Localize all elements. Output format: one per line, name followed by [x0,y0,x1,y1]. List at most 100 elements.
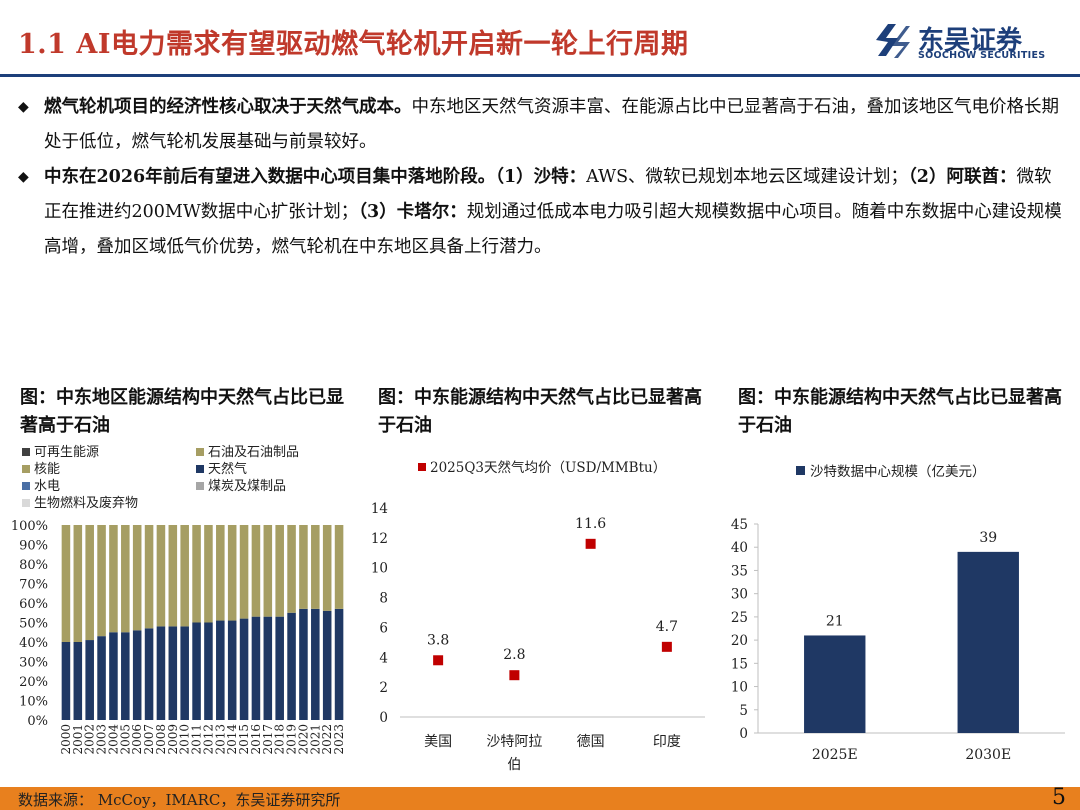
bar-natural-gas [311,608,320,720]
x-tick-label: 2006 [130,724,144,755]
bullet-2-qatar-text: 规划通过低成本电力吸引超大规模数据中心项目。随着中东数据中心建设规模高增，叠加区… [44,202,1062,257]
x-tick-label: 2023 [332,724,346,755]
bullet-1-text: 中东地区天然气资源丰富、在能源占比中已显著高于石油，叠加该地区气电价格长期处于低… [44,97,1059,152]
x-tick-label: 2018 [273,724,287,755]
bar-oil [322,525,332,611]
x-tick-label: 2007 [142,724,156,755]
bullet-2-saudi-text: AWS、微软已规划本地云区域建设计划； [586,167,909,187]
scatter-point [661,641,672,652]
x-tick-label: 2003 [95,724,109,755]
bar-natural-gas [109,632,118,720]
y-tick-label: 0% [27,714,48,729]
bar-natural-gas [287,612,296,720]
bar-natural-gas [251,616,261,720]
bar-natural-gas [180,626,189,720]
legend-swatch [796,466,805,475]
bar-oil [73,525,83,642]
y-tick-label: 20% [19,675,48,690]
bar-natural-gas [216,620,225,720]
x-tick-label: 2021 [308,724,322,755]
bar-natural-gas [132,630,142,720]
bar-oil [299,525,308,609]
y-tick-label: 5 [739,703,748,719]
page-title: 1.1 AI电力需求有望驱动燃气轮机开启新一轮上行周期 [18,29,689,60]
company-logo: 东吴证券 SOOCHOW SECURITIES [872,18,1062,64]
chart-2-gas-price: 2025Q3天然气均价（USD/MMBtu） 0 2 4 6 8 10 12 14 3.8 美国 2.… [371,459,705,773]
legend-swatch [22,499,30,507]
y-tick-label: 70% [19,578,48,593]
scatter-point [509,670,520,681]
legend-swatch [196,482,204,490]
bar-oil [251,525,261,617]
x-tick-label: 2002 [83,724,97,755]
y-tick-label: 15 [731,656,748,672]
page-number: 5 [1052,785,1066,810]
y-tick-label: 14 [371,501,388,517]
bar-natural-gas [334,608,344,720]
y-tick-label: 0 [379,710,388,726]
x-tick-label: 2013 [213,724,227,755]
bullet-point-1: ◆ 燃气轮机项目的经济性核心取决于天然气成本。中东地区天然气资源丰富、在能源占比… [18,90,1066,160]
y-tick-label: 25 [731,610,748,626]
y-tick-label: 12 [371,531,388,547]
bar-oil [121,525,130,633]
x-tick-label: 2016 [249,724,263,755]
y-tick-label: 0 [739,726,748,742]
x-tick-label: 2019 [285,724,299,755]
legend-swatch [22,448,30,456]
data-label: 11.6 [575,516,606,532]
bullet-2-uae-text: 微软正在推进约200MW数据中心扩张计划； [44,167,1052,222]
bar-oil [204,525,213,623]
bar-natural-gas [121,632,130,720]
x-tick-label: 沙特阿拉 [486,734,542,750]
y-tick-label: 6 [379,620,388,636]
y-tick-label: 80% [19,558,48,573]
data-label: 39 [979,530,997,546]
y-tick-label: 2 [379,680,388,696]
data-label: 21 [826,613,844,629]
bar-oil [156,525,166,627]
bar-natural-gas [144,628,154,720]
legend-label: 可再生能源 [34,445,99,460]
x-tick-label: 2004 [106,724,120,755]
bar-oil [109,525,118,633]
bar-oil [287,525,296,613]
logo-brand-en: SOOCHOW SECURITIES [918,50,1046,61]
x-tick-label: 伯 [507,757,521,773]
bar-oil [311,525,320,609]
x-tick-label: 2001 [71,724,85,755]
bar-oil [85,525,94,641]
y-tick-label: 45 [731,517,748,533]
y-tick-label: 20 [731,633,748,649]
bar-natural-gas [204,622,213,720]
bar-natural-gas [61,642,71,720]
bar-oil [132,525,142,631]
chart-2-title: 图：中东能源结构中天然气占比已显著高于石油 [378,387,702,436]
x-tick-label: 2000 [59,724,73,755]
legend-label: 天然气 [208,461,247,477]
scatter-point [585,538,596,549]
diamond-bullet-icon: ◆ [18,169,29,185]
y-tick-label: 100% [11,519,48,534]
bar-oil [263,525,273,617]
bar-natural-gas [168,626,178,720]
legend-swatch [22,465,30,473]
x-tick-label: 2022 [320,724,334,755]
chart-3-datacenter-size: 沙特数据中心规模（亿美元） 0 5 10 15 20 25 30 35 40 45 21 2025E 39… [731,464,1065,763]
legend-swatch [22,482,30,490]
x-tick-label: 2010 [178,724,192,755]
y-tick-label: 10 [731,680,748,696]
bar-oil [334,525,344,609]
legend-label: 2025Q3天然气均价（USD/MMBtu） [430,459,666,476]
y-tick-label: 30% [19,656,48,671]
x-tick-label: 2009 [166,724,180,755]
bullet-2-qatar-label: （3）卡塔尔： [358,202,467,222]
data-label: 3.8 [427,632,449,648]
bar-oil [97,525,106,637]
bar [957,551,1019,733]
bar-oil [180,525,189,627]
bar-natural-gas [227,620,237,720]
x-tick-label: 美国 [424,734,452,750]
scatter-point [433,655,444,666]
